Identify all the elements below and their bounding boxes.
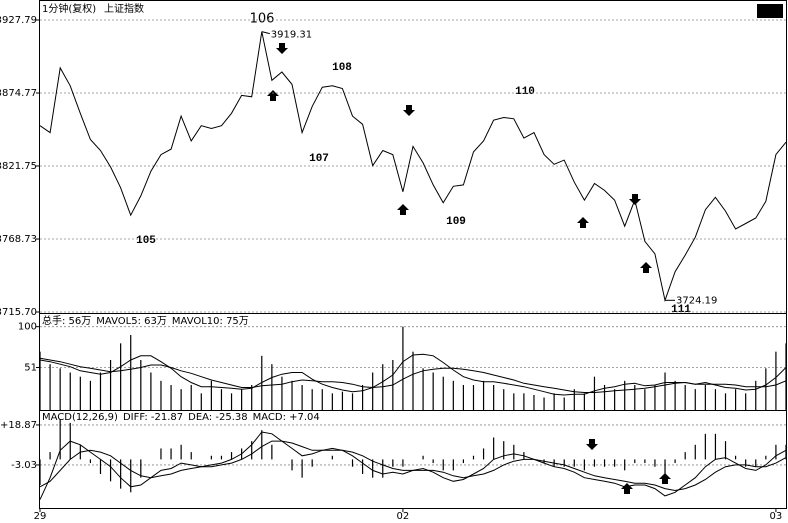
up-arrow — [267, 90, 279, 101]
x-tick-label: 03 — [770, 511, 783, 522]
legend-entry: MACD: +7.04 — [253, 412, 320, 423]
up-arrow — [621, 483, 633, 494]
y-tick-label: 3927.79 — [0, 15, 37, 26]
extreme-pointer — [261, 31, 270, 35]
down-arrow — [586, 439, 598, 450]
chart-subtitle: 上证指数 — [104, 2, 144, 15]
y-tick-label: 3874.77 — [0, 88, 37, 99]
wave-label: 109 — [446, 216, 466, 228]
wave-label: 111 — [671, 304, 691, 316]
high-label: 3919.31 — [271, 30, 312, 41]
y-tick-label: 51 — [24, 363, 37, 374]
legend: MACD(12,26,9) DIFF: -21.87 DEA: -25.38 MACD… — [42, 412, 320, 423]
legend-entry: DEA: -25.38 — [188, 412, 247, 423]
y-tick-label: 100 — [18, 322, 37, 333]
legend-entry: MACD(12,26,9) — [42, 412, 118, 423]
x-tick-label: 29 — [34, 511, 47, 522]
up-arrow — [397, 204, 409, 215]
wave-label: 108 — [332, 62, 352, 74]
price-line — [39, 357, 787, 393]
legend-entry: DIFF: -21.87 — [123, 412, 183, 423]
y-tick-label: +18.87 — [0, 420, 37, 431]
chart-title: 1分钟(复权) — [42, 2, 96, 15]
y-tick-label: -3.03 — [11, 460, 37, 471]
legend-entry: MAVOL10: 75万 — [172, 316, 249, 327]
chart-frame — [39, 0, 787, 509]
up-arrow — [640, 262, 652, 273]
legend-entry: MAVOL5: 63万 — [96, 316, 167, 327]
price-line — [39, 353, 787, 396]
legend: 总手: 56万 MAVOL5: 63万 MAVOL10: 75万 — [42, 314, 249, 327]
low-label: 3724.19 — [676, 295, 717, 306]
wave-label: 105 — [136, 235, 156, 247]
price-line — [39, 440, 787, 492]
wave-label: 107 — [309, 153, 329, 165]
wave-label: 106 — [250, 12, 275, 27]
legend-entry: 总手: 56万 — [42, 314, 91, 327]
up-arrow — [577, 217, 589, 228]
down-arrow — [403, 105, 415, 116]
x-tick-label: 02 — [397, 511, 410, 522]
window-button[interactable] — [757, 4, 783, 18]
down-arrow — [276, 43, 288, 54]
wave-label: 110 — [515, 86, 535, 98]
y-tick-label: 3821.75 — [0, 161, 37, 172]
price-line — [39, 31, 787, 303]
up-arrow — [659, 473, 671, 484]
y-tick-label: 3768.73 — [0, 234, 37, 245]
